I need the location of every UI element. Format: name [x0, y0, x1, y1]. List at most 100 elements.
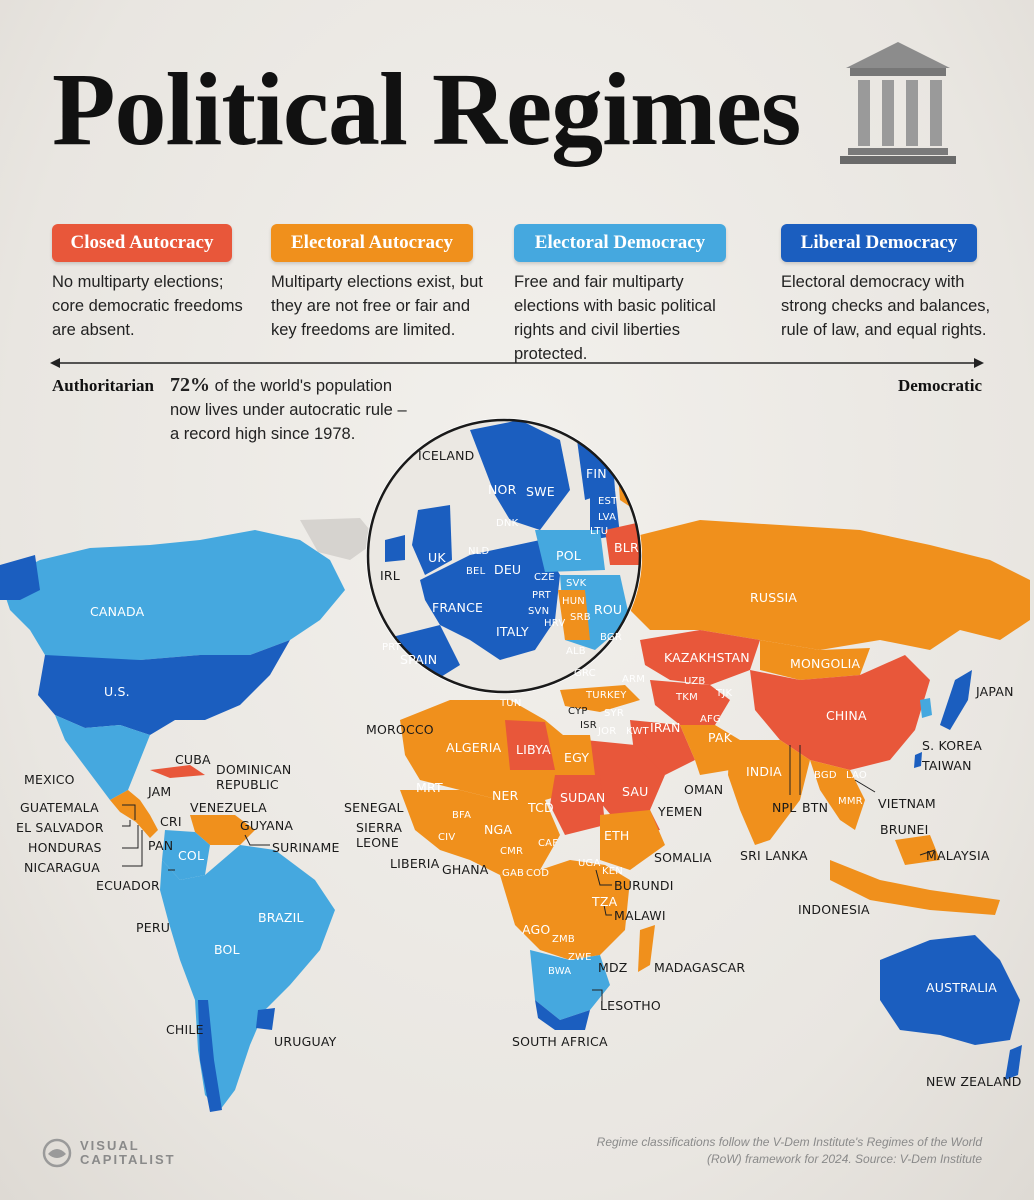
label-brunei: BRUNEI	[880, 822, 929, 837]
label-nor: NOR	[488, 482, 517, 497]
legend-badge-liberal-democracy: Liberal Democracy	[781, 224, 977, 262]
source-note: Regime classifications follow the V-Dem …	[596, 1135, 982, 1166]
label-ghana: GHANA	[442, 862, 489, 877]
saudi-shape	[585, 740, 665, 820]
scale-label-democratic: Democratic	[897, 376, 982, 395]
s-korea-shape	[920, 698, 932, 718]
colombia-shape	[162, 830, 210, 880]
southern-africa-shape	[530, 950, 610, 1020]
label-guatemala: GUATEMALA	[20, 800, 99, 815]
south-america-shape	[160, 845, 335, 1110]
label-china: CHINA	[826, 708, 867, 723]
label-svk: SVK	[566, 578, 587, 589]
label-isr: ISR	[580, 720, 597, 731]
label-hrv: HRV	[544, 618, 566, 629]
label-pan: PAN	[148, 838, 174, 853]
label-bfa: BFA	[452, 810, 472, 821]
scandinavia-shape	[470, 420, 570, 530]
venezuela-shape	[190, 815, 255, 845]
label-svn: SVN	[528, 606, 550, 617]
label-ner: NER	[492, 788, 519, 803]
label-venezuela: VENEZUELA	[190, 800, 267, 815]
legend-badge-electoral-autocracy: Electoral Autocracy	[271, 224, 473, 262]
label-fin: FIN	[586, 466, 607, 481]
label-suriname: SURINAME	[272, 840, 340, 855]
label-senegal: SENEGAL	[344, 800, 404, 815]
label-col: COL	[178, 848, 205, 863]
label-south-africa: SOUTH AFRICA	[512, 1034, 608, 1049]
label-nicaragua: NICARAGUA	[24, 860, 101, 875]
label-iran: IRAN	[650, 720, 681, 735]
label-malaysia: MALAYSIA	[926, 848, 990, 863]
indonesia-shape	[830, 860, 1000, 915]
label-zwe: ZWE	[568, 952, 592, 963]
label-grc: GRC	[574, 668, 596, 679]
uk-shape	[412, 505, 452, 575]
label-deu: DEU	[494, 562, 522, 577]
label-cod: COD	[526, 868, 550, 879]
label-afg: AFG	[700, 714, 721, 725]
label-mexico: MEXICO	[24, 772, 75, 787]
label-uruguay: URUGUAY	[274, 1034, 337, 1049]
russia-shape	[620, 520, 1030, 650]
label-hun: HUN	[562, 596, 585, 607]
label-arm: ARM	[622, 674, 646, 685]
label-cze: CZE	[534, 572, 555, 583]
label-bgd: BGD	[814, 770, 837, 781]
label-india: INDIA	[746, 764, 782, 779]
label-tun: TUN	[500, 698, 522, 709]
label-oman: OMAN	[684, 782, 724, 797]
legend-desc-electoral-autocracy: Multiparty elections exist, but they are…	[271, 273, 483, 339]
borneo-shape	[895, 835, 940, 865]
label-irl: IRL	[380, 568, 400, 583]
label-france: FRANCE	[432, 600, 484, 615]
label-cmr: CMR	[500, 846, 524, 857]
label-mdz: MDZ	[598, 960, 628, 975]
label-italy: ITALY	[496, 624, 529, 639]
label-canada: CANADA	[90, 604, 145, 619]
central-asia-shape	[650, 680, 730, 725]
label-jam: JAM	[148, 784, 172, 799]
label-chile: CHILE	[166, 1022, 204, 1037]
label-bwa: BWA	[548, 966, 572, 977]
china-shape	[750, 655, 930, 770]
legend-desc-liberal-democracy: Electoral democracy with strong checks a…	[781, 273, 991, 339]
label-s-korea: S. KOREA	[922, 738, 982, 753]
label-yemen: YEMEN	[658, 804, 703, 819]
mexico-shape	[55, 715, 150, 800]
pakistan-shape	[680, 725, 740, 775]
label-btn: BTN	[802, 800, 829, 815]
label-sri-lanka: SRI LANKA	[740, 848, 808, 863]
label-cri: CRI	[160, 814, 182, 829]
label-morocco: MOROCCO	[366, 722, 434, 737]
kazakhstan-shape	[640, 630, 760, 685]
poland-shape	[535, 530, 605, 572]
label-sudan: SUDAN	[560, 790, 606, 805]
label-honduras: HONDURAS	[28, 840, 102, 855]
label-syr: SYR	[604, 708, 625, 719]
brand-line2: CAPITALIST	[80, 1152, 176, 1167]
label-turkey: TURKEY	[586, 690, 627, 701]
india-shape	[728, 740, 810, 845]
visual-capitalist-icon	[42, 1138, 72, 1168]
label-uzb: UZB	[684, 676, 706, 687]
ethiopia-shape	[600, 810, 665, 870]
label-pol: POL	[556, 548, 581, 563]
central-africa-shape	[500, 860, 630, 960]
label-australia: AUSTRALIA	[926, 980, 998, 995]
label-dominican: DOMINICAN REPUBLIC	[216, 762, 292, 792]
label-tcd: TCD	[528, 800, 554, 815]
label-eth: ETH	[604, 828, 630, 843]
madagascar-shape	[638, 925, 655, 972]
stat-text: of the world's population now lives unde…	[170, 377, 407, 443]
label-burundi: BURUNDI	[614, 878, 674, 893]
south-africa-shape	[535, 1000, 590, 1030]
label-somalia: SOMALIA	[654, 850, 712, 865]
label-swe: SWE	[526, 484, 555, 499]
label-nga: NGA	[484, 822, 513, 837]
label-mrt: MRT	[416, 780, 443, 795]
libya-shape	[505, 720, 555, 770]
uruguay-shape	[256, 1008, 275, 1030]
label-algeria: ALGERIA	[446, 740, 502, 755]
label-cyp: CYP	[568, 706, 588, 717]
